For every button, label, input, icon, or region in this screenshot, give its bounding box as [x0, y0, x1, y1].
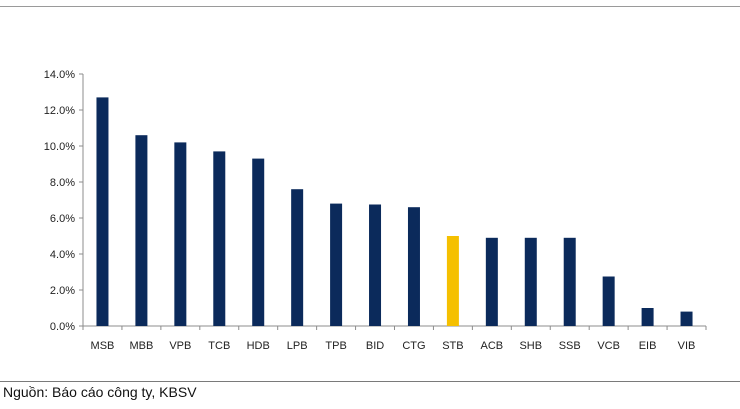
- bar-eib: [641, 308, 654, 326]
- bottom-divider: [0, 381, 740, 382]
- x-tick-label: CTG: [402, 340, 425, 352]
- bar-mbb: [135, 135, 148, 326]
- bar-tcb: [213, 151, 226, 326]
- bar-stb: [446, 236, 459, 326]
- x-tick-label: SSB: [559, 340, 581, 352]
- y-tick-label: 6.0%: [50, 213, 75, 225]
- x-tick-label: SHB: [519, 340, 542, 352]
- x-tick-label: TPB: [325, 340, 346, 352]
- bar-ctg: [407, 207, 420, 326]
- bar-lpb: [291, 189, 304, 326]
- x-tick-label: TCB: [208, 340, 230, 352]
- chart-svg: 0.0% 2.0% 4.0% 6.0% 8.0% 10.0% 12.0% 14.0% MSB MB…: [44, 69, 707, 352]
- bar-vib: [680, 311, 693, 326]
- x-tick-label: VIB: [678, 340, 696, 352]
- bar-vpb: [174, 142, 187, 326]
- bar-bid: [369, 204, 382, 326]
- x-tick-label: MBB: [129, 340, 153, 352]
- bar-chart: 0.0% 2.0% 4.0% 6.0% 8.0% 10.0% 12.0% 14.0% MSB MB…: [44, 69, 707, 352]
- bar-shb: [524, 237, 537, 326]
- bar-vcb: [602, 276, 615, 326]
- top-divider: [0, 6, 740, 7]
- x-tick-label: HDB: [247, 340, 270, 352]
- x-tick-label: VCB: [597, 340, 620, 352]
- x-tick-label: LPB: [287, 340, 308, 352]
- y-tick-label: 4.0%: [50, 249, 75, 261]
- x-tick-label: EIB: [639, 340, 657, 352]
- x-tick-label: MSB: [91, 340, 115, 352]
- y-tick-label: 2.0%: [50, 285, 75, 297]
- bar-hdb: [252, 158, 265, 326]
- bar-msb: [96, 97, 109, 327]
- y-tick-label: 0.0%: [50, 321, 75, 333]
- bar-acb: [485, 237, 498, 326]
- x-tick-label: BID: [366, 340, 384, 352]
- source-note: Nguồn: Báo cáo công ty, KBSV: [3, 384, 197, 400]
- y-tick-label: 12.0%: [44, 105, 75, 117]
- y-tick-label: 14.0%: [44, 69, 75, 81]
- y-tick-label: 8.0%: [50, 177, 75, 189]
- bar-tpb: [330, 203, 343, 326]
- x-tick-label: ACB: [481, 340, 504, 352]
- x-tick-label: STB: [442, 340, 463, 352]
- y-tick-label: 10.0%: [44, 141, 75, 153]
- x-tick-label: VPB: [169, 340, 191, 352]
- bar-ssb: [563, 237, 576, 326]
